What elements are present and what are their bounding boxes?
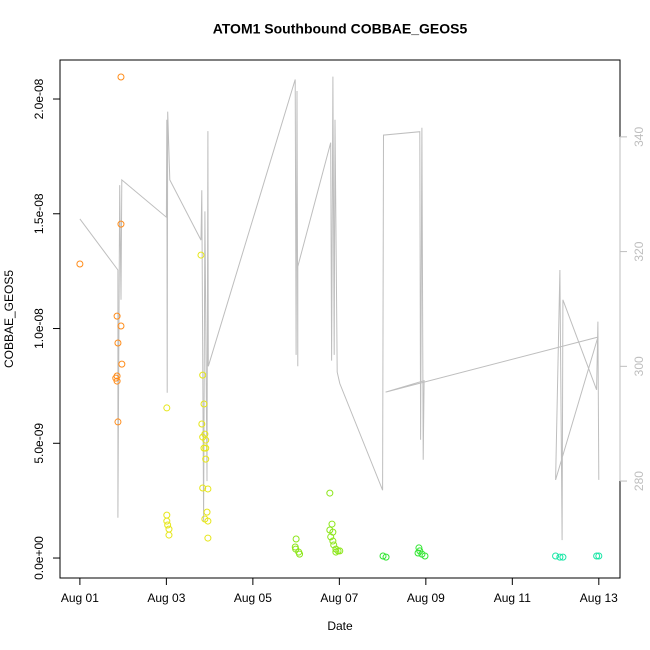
data-point	[414, 549, 422, 557]
data-point	[112, 374, 120, 382]
data-point	[202, 436, 210, 444]
data-point	[593, 552, 601, 560]
y2-tick-label: 320	[632, 241, 646, 261]
data-point	[163, 517, 171, 525]
data-point	[199, 484, 207, 492]
y-axis-label: COBBAE_GEOS5	[2, 270, 16, 368]
x-tick-label: Aug 07	[320, 591, 358, 605]
data-point	[329, 537, 337, 545]
data-point	[332, 548, 340, 556]
data-line	[79, 76, 600, 541]
data-point	[164, 521, 172, 529]
y-tick-label: 2.0e-08	[32, 78, 46, 119]
x-axis-label: Date	[327, 619, 353, 633]
data-point	[200, 400, 208, 408]
data-point	[117, 220, 125, 228]
data-point	[556, 553, 564, 561]
data-point	[559, 553, 567, 561]
data-point	[379, 552, 387, 560]
data-point	[202, 455, 210, 463]
data-point	[330, 541, 338, 549]
data-point	[117, 322, 125, 330]
data-point	[292, 535, 300, 543]
data-point	[336, 547, 344, 555]
data-point	[114, 418, 122, 426]
x-tick-label: Aug 13	[580, 591, 618, 605]
y2-tick-label: 280	[632, 471, 646, 491]
x-tick-label: Aug 09	[407, 591, 445, 605]
y-tick-label: 1.5e-08	[32, 193, 46, 234]
y-tick-label: 1.0e-08	[32, 308, 46, 349]
data-point	[328, 520, 336, 528]
data-point	[204, 485, 212, 493]
data-point	[204, 517, 212, 525]
data-point	[595, 552, 603, 560]
data-point	[326, 489, 334, 497]
data-point	[198, 420, 206, 428]
data-point	[113, 312, 121, 320]
data-point	[199, 371, 207, 379]
x-tick-label: Aug 03	[147, 591, 185, 605]
data-point	[163, 511, 171, 519]
data-point	[332, 545, 340, 553]
x-tick-label: Aug 11	[494, 591, 531, 605]
data-point	[117, 73, 125, 81]
y2-tick-label: 300	[632, 356, 646, 376]
data-point	[296, 550, 304, 558]
x-tick-label: Aug 01	[61, 591, 99, 605]
y-tick-label: 0.0e+00	[32, 536, 46, 580]
y2-tick-label: 340	[632, 127, 646, 147]
data-point	[114, 339, 122, 347]
data-point	[202, 444, 210, 452]
y-tick-label: 5.0e-09	[32, 423, 46, 464]
plot-frame	[59, 59, 621, 579]
data-point	[76, 260, 84, 268]
data-point	[327, 533, 335, 541]
data-point	[204, 534, 212, 542]
data-point	[382, 553, 390, 561]
data-point	[165, 531, 173, 539]
chart-title: ATOM1 Southbound COBBAE_GEOS5	[213, 21, 468, 37]
data-point	[203, 508, 211, 516]
data-point	[165, 525, 173, 533]
data-point	[421, 552, 429, 560]
data-point	[552, 552, 560, 560]
data-point	[197, 251, 205, 259]
data-point	[163, 404, 171, 412]
data-point	[415, 544, 423, 552]
data-point	[118, 360, 126, 368]
x-tick-label: Aug 05	[234, 591, 272, 605]
